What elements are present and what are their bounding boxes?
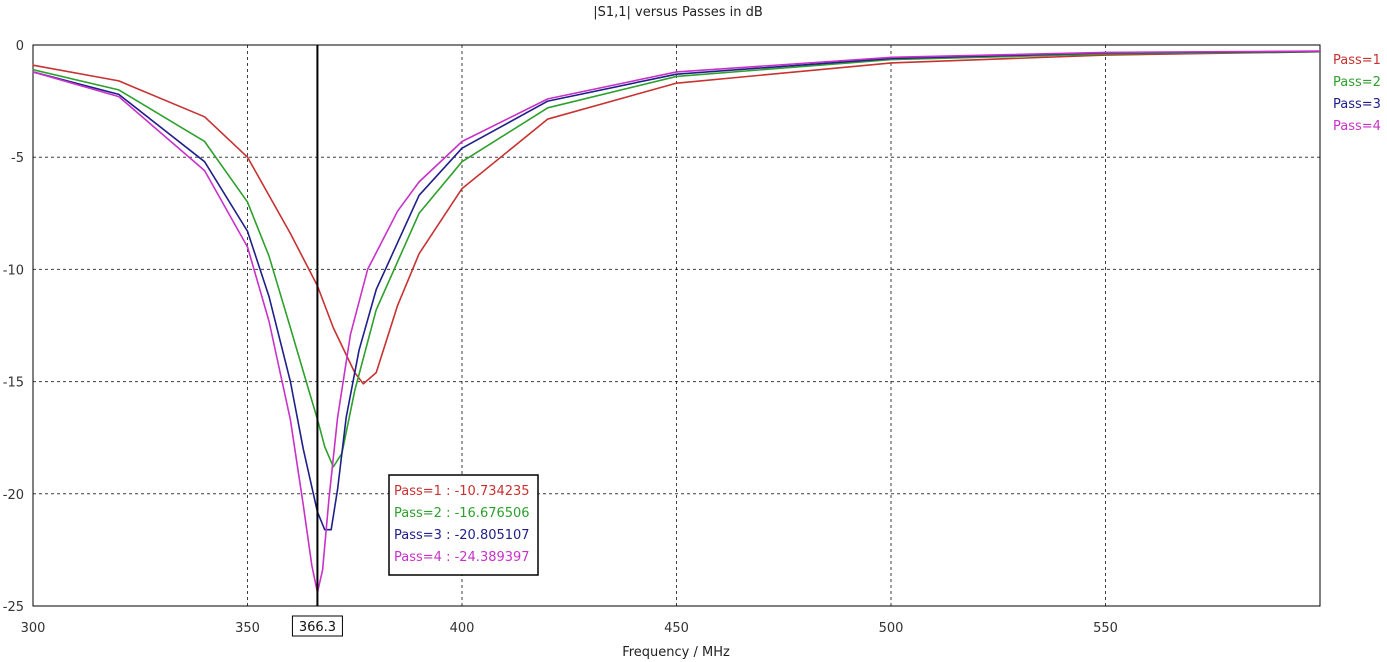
legend-item-pass-1: Pass=1 — [1333, 53, 1381, 68]
x-tick-label: 550 — [1093, 621, 1118, 636]
series-line-pass-3 — [32, 50, 1321, 531]
y-tick-label: -25 — [3, 600, 24, 615]
y-tick-label: -15 — [3, 376, 24, 391]
series-line-pass-2 — [32, 50, 1321, 468]
y-tick-label: 0 — [16, 39, 24, 54]
y-tick-label: -10 — [3, 263, 24, 278]
x-tick-label: 350 — [235, 621, 260, 636]
y-tick-label: -20 — [3, 488, 24, 503]
marker-readout-pass-3: Pass=3 : -20.805107 — [394, 528, 530, 543]
marker-readout-box: Pass=1 : -10.734235 Pass=2 : -16.676506 Pa… — [388, 474, 539, 576]
frequency-marker-label[interactable]: 366.3 — [299, 620, 336, 635]
marker-readout-pass-1: Pass=1 : -10.734235 — [394, 484, 530, 499]
x-tick-label: 500 — [879, 621, 904, 636]
plot-frame — [32, 44, 1321, 607]
grid-lines — [33, 45, 1320, 606]
legend-item-pass-4: Pass=4 — [1333, 119, 1381, 134]
x-tick-label: 450 — [664, 621, 689, 636]
x-axis-label: Frequency / MHz — [622, 645, 730, 660]
y-tick-label: -5 — [11, 151, 24, 166]
legend-item-pass-2: Pass=2 — [1333, 75, 1381, 90]
series-line-pass-1 — [32, 50, 1321, 385]
legend: Pass=1 Pass=2 Pass=3 Pass=4 — [1333, 53, 1381, 134]
chart-title: |S1,1| versus Passes in dB — [593, 5, 763, 20]
series-line-pass-4 — [32, 50, 1321, 594]
x-axis-ticks: 300 350 400 450 500 550 — [21, 621, 1118, 636]
marker-readout-pass-4: Pass=4 : -24.389397 — [394, 550, 530, 565]
frequency-marker-label-box[interactable] — [291, 615, 343, 637]
marker-readout-pass-2: Pass=2 : -16.676506 — [394, 506, 530, 521]
x-tick-label: 400 — [450, 621, 475, 636]
legend-item-pass-3: Pass=3 — [1333, 97, 1381, 112]
marker-readout-frame — [388, 474, 539, 576]
series-lines — [32, 50, 1321, 594]
y-axis-ticks: 0 -5 -10 -15 -20 -25 — [3, 39, 24, 615]
x-tick-label: 300 — [21, 621, 46, 636]
